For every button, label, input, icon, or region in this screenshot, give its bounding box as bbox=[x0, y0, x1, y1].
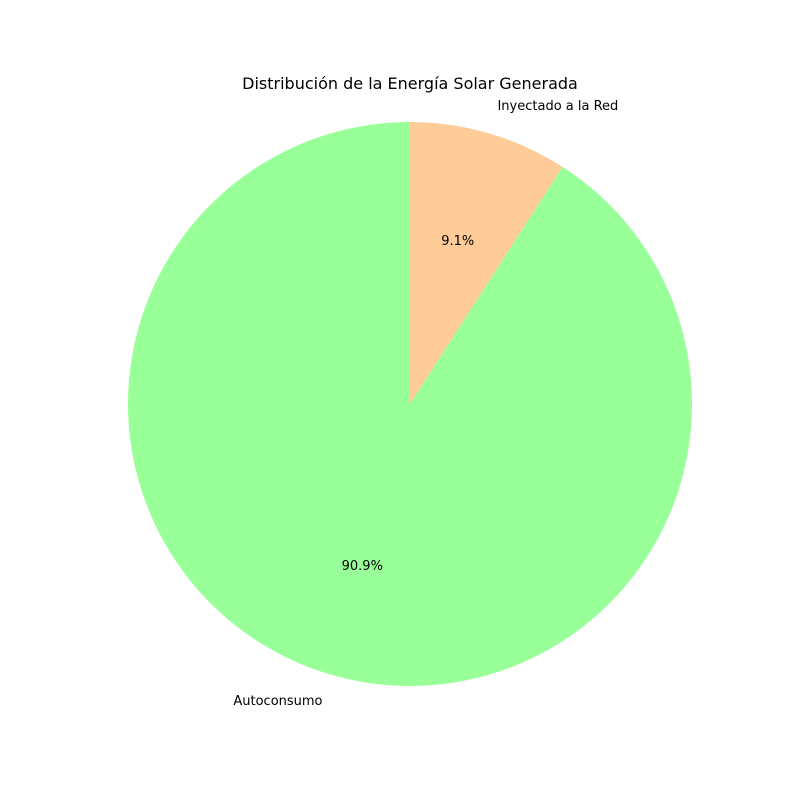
pie-category-label: Autoconsumo bbox=[233, 694, 322, 709]
pie-slices bbox=[127, 122, 692, 687]
pie-slice-inyectado-a-la-red bbox=[410, 122, 563, 404]
pie-percent-label: 90.9% bbox=[342, 559, 383, 574]
pie-percent-label: 9.1% bbox=[441, 234, 474, 249]
pie-category-label: Inyectado a la Red bbox=[497, 99, 618, 114]
pie-labels: 9.1% Inyectado a la Red 90.9% Autoconsumo bbox=[233, 99, 618, 709]
chart-title: Distribución de la Energía Solar Generad… bbox=[242, 74, 578, 93]
pie-slice-autoconsumo bbox=[127, 122, 692, 687]
